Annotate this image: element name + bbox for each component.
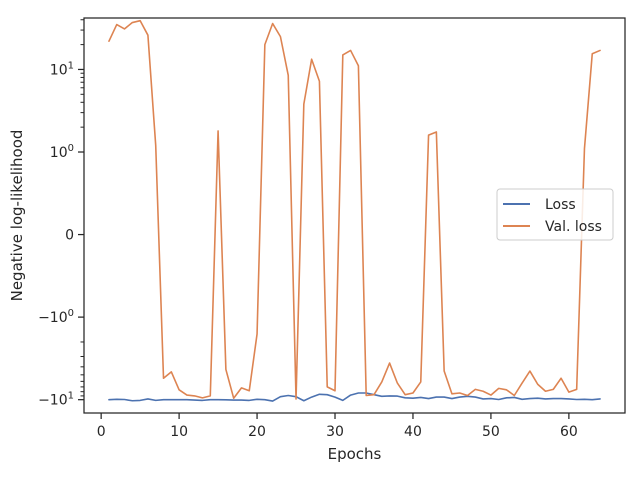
- series-line-val-loss: [108, 19, 601, 400]
- legend-label-loss: Loss: [545, 197, 576, 213]
- x-tick-label: 20: [248, 424, 266, 440]
- y-tick-label: −101: [38, 391, 74, 409]
- y-axis: −101 −100 0 100 101: [38, 19, 84, 409]
- x-tick-label: 50: [482, 424, 500, 440]
- y-tick-label: 100: [50, 143, 74, 161]
- x-tick-label: 60: [560, 424, 578, 440]
- y-tick-label: 101: [50, 60, 74, 78]
- plot-frame: [83, 17, 626, 414]
- y-tick-label: 0: [65, 228, 74, 244]
- x-tick-label: 0: [97, 424, 106, 440]
- legend: Loss Val. loss: [496, 188, 614, 241]
- legend-box: [496, 188, 614, 241]
- y-tick-label: −100: [38, 308, 74, 326]
- x-axis-label: Epochs: [328, 445, 382, 463]
- x-tick-label: 30: [326, 424, 344, 440]
- x-axis: 0 10 20 30 40 50 60: [97, 413, 578, 440]
- series-lines: [108, 19, 601, 402]
- series-line-loss: [108, 392, 601, 402]
- legend-label-val-loss: Val. loss: [545, 219, 602, 235]
- y-axis-label: Negative log-likelihood: [8, 130, 26, 302]
- x-tick-label: 40: [404, 424, 422, 440]
- x-tick-label: 10: [170, 424, 188, 440]
